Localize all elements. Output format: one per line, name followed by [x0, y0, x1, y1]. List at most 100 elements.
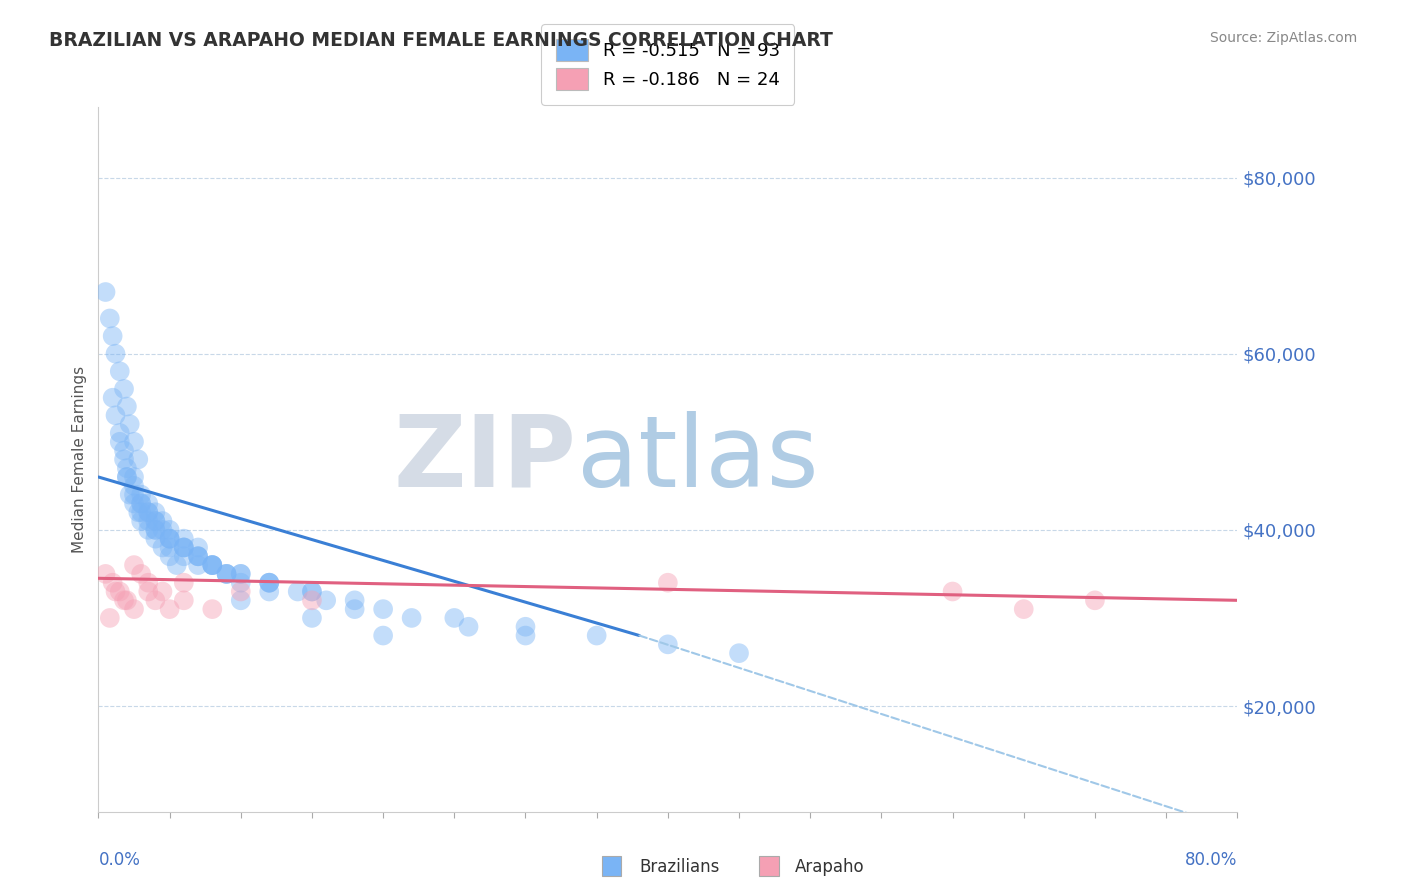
Point: [94, 285, 117, 299]
Point: [159, 532, 181, 546]
Point: [122, 434, 145, 449]
Point: [129, 496, 152, 510]
Point: [259, 575, 281, 590]
Point: [343, 593, 366, 607]
Point: [173, 575, 195, 590]
Point: [129, 487, 152, 501]
Point: [173, 593, 195, 607]
Point: [145, 523, 167, 537]
Point: [145, 514, 167, 528]
Point: [118, 417, 141, 432]
Point: [136, 496, 159, 510]
Point: [585, 628, 607, 642]
Point: [159, 532, 181, 546]
Point: [301, 584, 323, 599]
Point: [136, 505, 159, 519]
Point: [173, 549, 195, 564]
Point: [457, 620, 479, 634]
Point: [173, 541, 195, 555]
Point: [115, 470, 138, 484]
Point: [159, 602, 181, 616]
Point: [127, 505, 149, 519]
Text: 0.0%: 0.0%: [98, 851, 141, 869]
Point: [104, 346, 127, 360]
Point: [215, 566, 238, 581]
Point: [201, 558, 224, 573]
Point: [145, 593, 167, 607]
Point: [201, 558, 224, 573]
Point: [152, 541, 174, 555]
Point: [127, 452, 149, 467]
Point: [159, 523, 181, 537]
Point: [259, 575, 281, 590]
Point: [229, 593, 252, 607]
Point: [201, 558, 224, 573]
Point: [152, 514, 174, 528]
Point: [136, 575, 159, 590]
Point: [98, 611, 121, 625]
Point: [373, 628, 395, 642]
Point: [115, 470, 138, 484]
Point: [129, 496, 152, 510]
Point: [159, 549, 181, 564]
Point: [122, 496, 145, 510]
Point: [112, 593, 135, 607]
Point: [187, 549, 209, 564]
Text: Brazilians: Brazilians: [640, 858, 720, 876]
Point: [152, 584, 174, 599]
Point: [301, 593, 323, 607]
Point: [104, 584, 127, 599]
Text: Arapaho: Arapaho: [794, 858, 865, 876]
Point: [145, 523, 167, 537]
Point: [229, 575, 252, 590]
Point: [215, 566, 238, 581]
Point: [373, 602, 395, 616]
Point: [108, 425, 131, 440]
Point: [215, 566, 238, 581]
Point: [259, 584, 281, 599]
Point: [136, 584, 159, 599]
Point: [201, 558, 224, 573]
Point: [122, 602, 145, 616]
Point: [152, 523, 174, 537]
Point: [229, 566, 252, 581]
Point: [187, 558, 209, 573]
Point: [145, 505, 167, 519]
Point: [173, 541, 195, 555]
Point: [315, 593, 337, 607]
Point: [101, 329, 124, 343]
Point: [129, 514, 152, 528]
Point: [145, 532, 167, 546]
Point: [129, 566, 152, 581]
Point: [287, 584, 309, 599]
Point: [136, 514, 159, 528]
Point: [122, 487, 145, 501]
Point: [108, 364, 131, 378]
Point: [301, 611, 323, 625]
Point: [942, 584, 965, 599]
Text: atlas: atlas: [576, 411, 818, 508]
Point: [1084, 593, 1107, 607]
Point: [118, 487, 141, 501]
Point: [657, 637, 679, 651]
Point: [112, 443, 135, 458]
Point: [173, 541, 195, 555]
Y-axis label: Median Female Earnings: Median Female Earnings: [72, 366, 87, 553]
Point: [122, 479, 145, 493]
Point: [104, 409, 127, 423]
Point: [94, 566, 117, 581]
Point: [187, 549, 209, 564]
Point: [112, 382, 135, 396]
Text: BRAZILIAN VS ARAPAHO MEDIAN FEMALE EARNINGS CORRELATION CHART: BRAZILIAN VS ARAPAHO MEDIAN FEMALE EARNI…: [49, 31, 834, 50]
Point: [229, 566, 252, 581]
Point: [166, 558, 188, 573]
Point: [201, 602, 224, 616]
Point: [515, 628, 537, 642]
Point: [1012, 602, 1035, 616]
Point: [115, 593, 138, 607]
Point: [122, 558, 145, 573]
Point: [115, 461, 138, 475]
Point: [515, 620, 537, 634]
Point: [108, 434, 131, 449]
Text: Source: ZipAtlas.com: Source: ZipAtlas.com: [1209, 31, 1357, 45]
